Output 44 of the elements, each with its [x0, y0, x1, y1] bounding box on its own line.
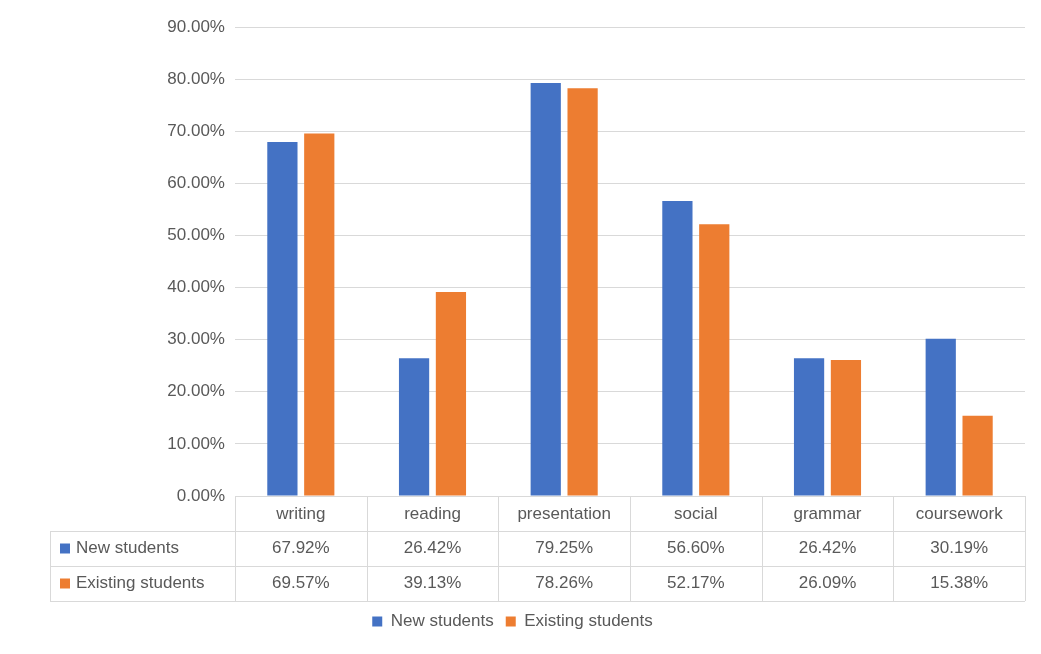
y-tick-label: 30.00%: [167, 329, 225, 349]
data-label: 30.19%: [930, 538, 988, 558]
bar: [267, 142, 298, 496]
bar: [662, 201, 693, 496]
y-tick-label: 70.00%: [167, 120, 225, 140]
bar: [925, 338, 956, 496]
text: New students: [390, 611, 494, 631]
bar: [830, 360, 862, 496]
bar: [567, 88, 598, 496]
x-tick-label: social: [674, 503, 718, 523]
y-tick-label: 40.00%: [167, 277, 225, 297]
bar: [530, 83, 561, 496]
data-label: 69.57%: [272, 573, 330, 593]
data-label: 78.26%: [535, 573, 593, 593]
data-label: 26.09%: [798, 573, 857, 593]
bar: [398, 358, 430, 496]
y-tick-label: 80.00%: [167, 68, 225, 88]
bar: [699, 224, 730, 496]
bar: [304, 133, 335, 496]
data-label: 56.60%: [667, 538, 725, 558]
x-tick-label: presentation: [517, 503, 611, 523]
data-label: 67.92%: [272, 538, 330, 558]
data-label: 39.13%: [403, 573, 462, 593]
x-tick-label: coursework: [915, 503, 1004, 523]
legend-label: Existing students: [524, 611, 653, 631]
x-tick-label: grammar: [793, 503, 862, 523]
text: Existing students: [76, 573, 205, 593]
y-tick-label: 90.00%: [167, 16, 225, 36]
x-tick-label: writing: [275, 503, 326, 523]
y-tick-label: 10.00%: [167, 433, 225, 453]
data-label: 52.17%: [667, 573, 725, 593]
bar: [793, 358, 825, 496]
data-label: 15.38%: [930, 573, 988, 593]
data-label: 79.25%: [535, 538, 593, 558]
y-tick-label: 20.00%: [167, 381, 225, 401]
data-label: 26.42%: [798, 538, 857, 558]
x-tick-label: reading: [404, 503, 461, 523]
y-tick-label: 60.00%: [167, 173, 225, 193]
data-label: 26.42%: [403, 538, 462, 558]
bar: [435, 292, 467, 496]
y-tick-label: 0.00%: [176, 485, 225, 505]
legend-label: New students: [76, 538, 179, 558]
bar: [962, 415, 993, 496]
y-tick-label: 50.00%: [167, 225, 225, 245]
